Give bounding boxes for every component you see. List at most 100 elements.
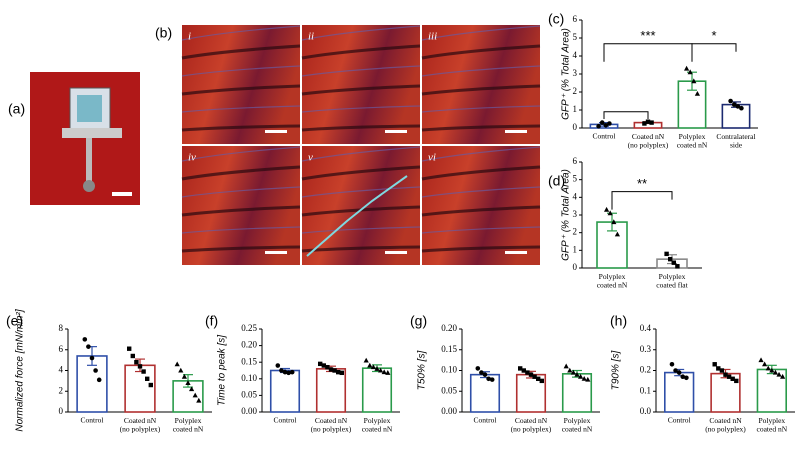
data-point	[89, 355, 95, 361]
significance-bracket	[691, 43, 737, 62]
panel-label: (g)	[410, 313, 427, 329]
y-tick-label: 1	[573, 244, 578, 254]
y-tick-label: 0.4	[640, 323, 652, 333]
device-photo	[30, 72, 140, 205]
panel-label: (h)	[610, 313, 627, 329]
data-point	[141, 369, 146, 374]
y-axis-label: T50% [s]	[417, 351, 428, 391]
data-point	[680, 374, 686, 380]
data-point	[336, 369, 341, 375]
fiber-streak	[301, 124, 421, 132]
micrograph-label: i	[188, 31, 191, 43]
micrograph	[182, 146, 300, 265]
fiber-streak	[421, 226, 541, 234]
x-tick-label: Coated nN (no polyplex)	[511, 416, 552, 434]
data-point	[525, 370, 530, 375]
fiber-streak	[421, 44, 541, 60]
fiber-streak	[301, 84, 421, 96]
micrograph-label: iii	[428, 31, 437, 43]
fiber-streak	[301, 65, 421, 77]
x-tick-label: Contralateral side	[716, 132, 755, 150]
significance-bracket	[611, 191, 673, 210]
data-point	[762, 361, 768, 367]
y-tick-label: 1	[573, 104, 578, 114]
fiber-streak	[301, 226, 421, 234]
y-tick-label: 4	[573, 191, 578, 201]
x-tick-label: Control	[593, 132, 616, 141]
data-point	[675, 264, 680, 269]
data-point	[181, 373, 187, 379]
data-point	[684, 65, 690, 71]
x-tick-label: Polyplex coated nN	[597, 272, 628, 290]
fiber-streak	[421, 84, 541, 96]
data-point	[137, 364, 143, 369]
data-point	[339, 370, 344, 376]
data-point	[687, 69, 693, 75]
data-point	[691, 78, 697, 84]
data-point	[82, 337, 88, 342]
y-tick-label: 3	[573, 209, 578, 219]
x-tick-label: Polyplex coated nN	[757, 416, 788, 434]
micrograph	[422, 25, 540, 144]
group-bracket	[603, 111, 649, 119]
data-point	[607, 210, 613, 216]
fiber-streak	[421, 105, 541, 113]
data-point	[585, 376, 591, 382]
data-point	[130, 353, 135, 359]
y-tick-label: 0.20	[241, 340, 257, 350]
panel-label: (c)	[548, 11, 564, 27]
fiber-streak	[421, 124, 541, 132]
data-point	[145, 376, 150, 381]
x-tick-label: Coated nN (no polyplex)	[705, 416, 746, 434]
data-point	[374, 366, 380, 371]
y-axis-label: GFP⁺ (% Total Area)	[561, 169, 572, 261]
data-point	[196, 397, 202, 403]
fiber-streak	[301, 146, 421, 162]
fiber-streak	[421, 165, 541, 181]
data-point	[739, 105, 744, 111]
data-point	[649, 120, 654, 125]
bar	[721, 103, 751, 129]
y-axis-label: T90% [s]	[611, 351, 622, 391]
data-point	[772, 369, 779, 375]
y-axis-label: Normalized force [mN/mm²]	[15, 309, 26, 431]
y-tick-label: 0.20	[441, 323, 457, 333]
data-point	[482, 372, 488, 377]
data-point	[134, 360, 139, 365]
y-tick-label: 0.2	[640, 365, 651, 375]
y-tick-label: 0.15	[441, 344, 457, 354]
data-point	[731, 102, 737, 107]
data-point	[614, 231, 620, 237]
y-tick-label: 0.1	[640, 385, 651, 395]
fiber-streak	[181, 146, 301, 162]
data-point	[567, 367, 573, 373]
data-point	[563, 363, 569, 369]
significance-label: **	[637, 176, 647, 191]
fiber-streak	[301, 165, 421, 181]
bar	[664, 371, 695, 413]
data-point	[127, 346, 132, 351]
micrograph-label: ii	[308, 31, 314, 43]
data-point	[96, 377, 102, 383]
data-point	[332, 368, 337, 373]
data-point	[607, 121, 612, 126]
significance-label: ***	[640, 28, 655, 43]
fiber-streak	[181, 165, 301, 181]
data-point	[728, 98, 733, 104]
fiber-streak	[181, 205, 301, 217]
y-tick-label: 0.10	[241, 373, 257, 383]
panel-label: (d)	[548, 173, 565, 189]
y-tick-label: 0.00	[241, 406, 257, 416]
micrograph-label: iv	[188, 152, 196, 164]
fiber-streak	[181, 84, 301, 96]
data-point	[282, 369, 288, 375]
x-tick-label: Control	[274, 416, 297, 425]
bar	[124, 364, 156, 413]
y-tick-label: 0.10	[441, 365, 457, 375]
data-point	[367, 362, 373, 368]
data-point	[578, 373, 584, 379]
fiber-streak	[421, 65, 541, 77]
y-tick-label: 0.05	[441, 385, 457, 395]
